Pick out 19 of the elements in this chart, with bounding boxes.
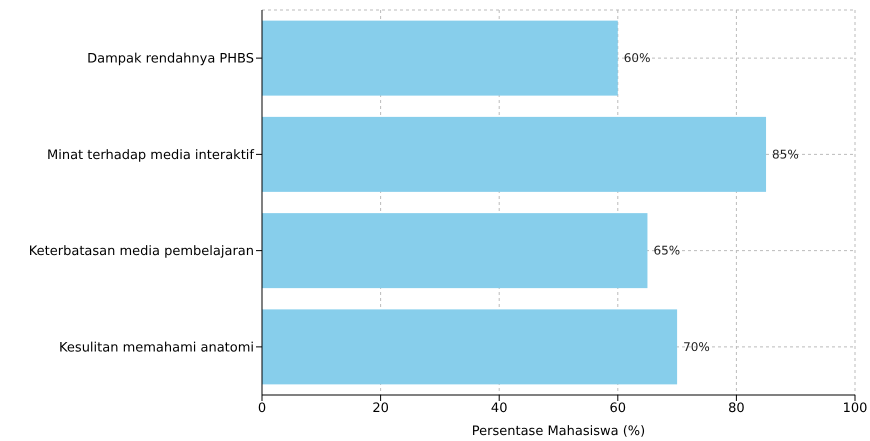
x-tick-label: 80 xyxy=(728,401,745,416)
data-label: 85% xyxy=(772,147,799,162)
y-tick-label: Minat terhadap media interaktif xyxy=(47,148,254,163)
y-tick-label: Keterbatasan media pembelajaran xyxy=(28,244,254,260)
y-tick-label: Dampak rendahnya PHBS xyxy=(87,52,254,67)
x-tick-label: 0 xyxy=(258,401,266,416)
bar xyxy=(262,20,618,96)
x-tick-label: 40 xyxy=(490,401,508,416)
x-tick-label: 60 xyxy=(610,401,626,416)
x-axis-title: Persentase Mahasiswa (%) xyxy=(472,424,646,439)
bar xyxy=(262,309,678,384)
y-tick-label: Kesulitan memahami anatomi xyxy=(59,340,254,356)
bar xyxy=(262,213,648,288)
x-tick-label: 20 xyxy=(372,401,389,416)
bar xyxy=(262,116,766,192)
data-label: 60% xyxy=(624,51,650,66)
data-label: 65% xyxy=(653,244,680,258)
x-tick-label: 100 xyxy=(842,401,868,416)
data-label: 70% xyxy=(683,340,710,354)
